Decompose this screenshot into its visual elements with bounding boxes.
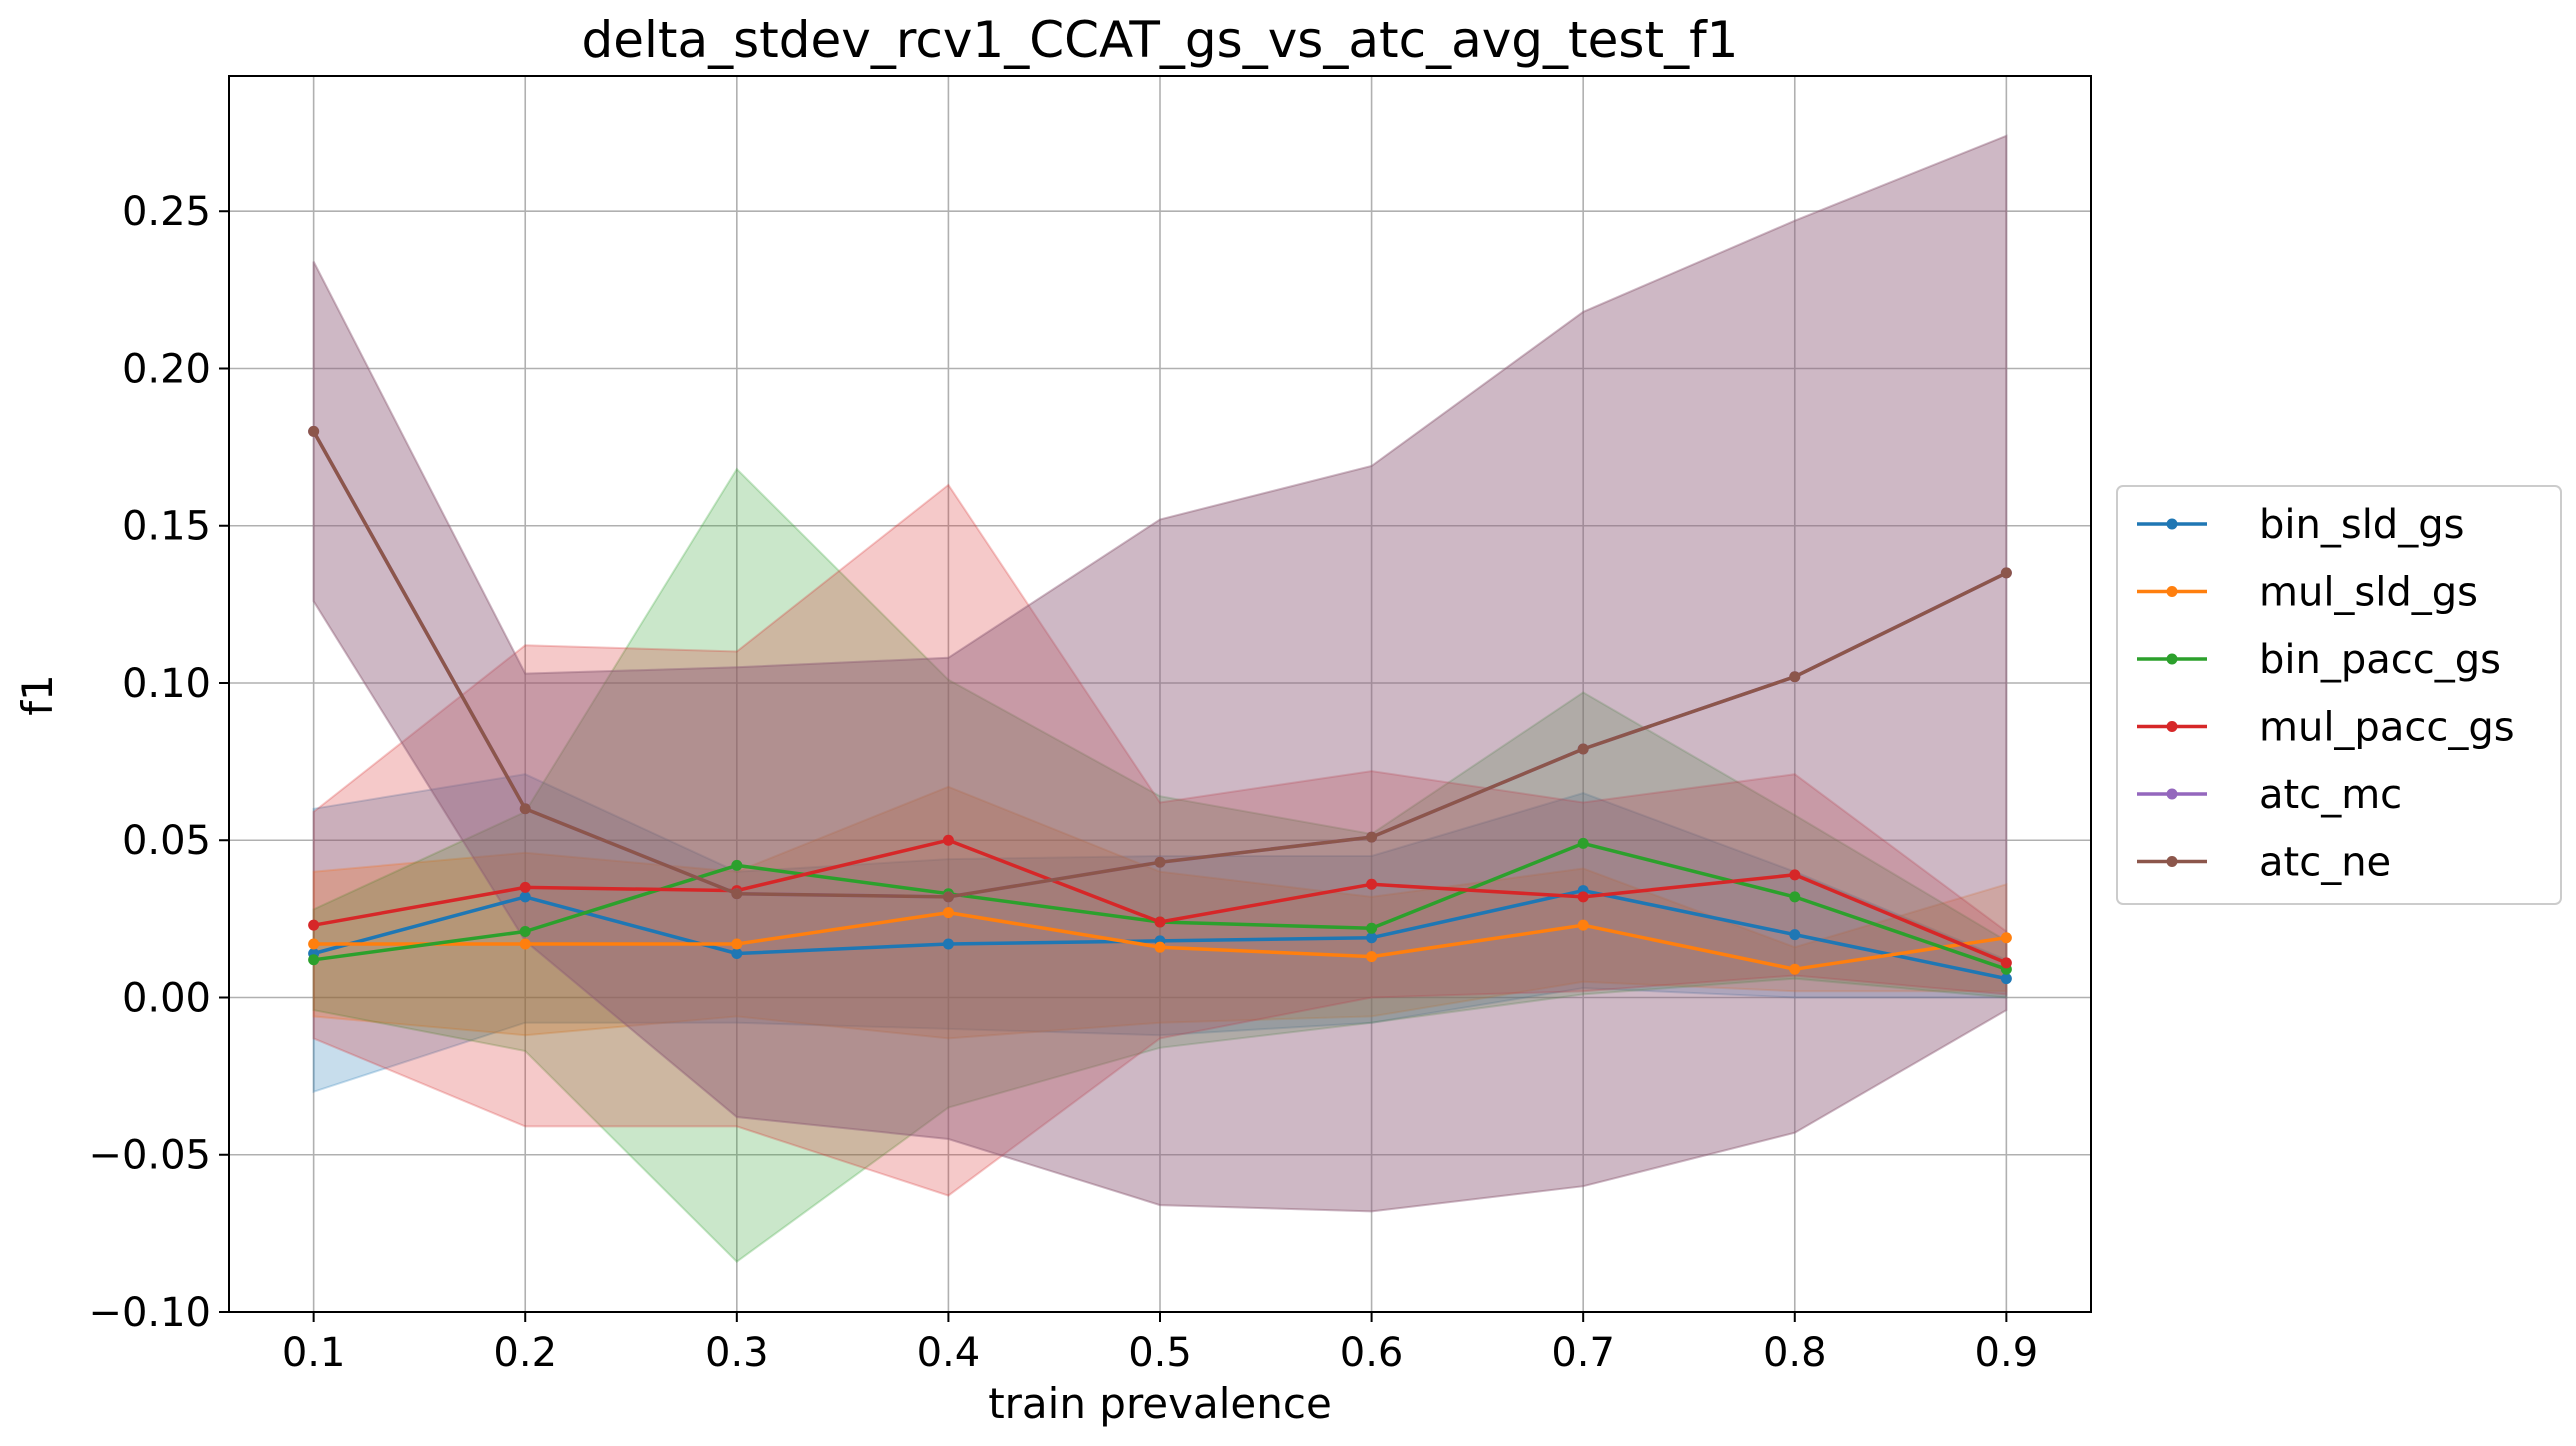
point-bin_pacc_gs bbox=[1789, 891, 1801, 903]
y-tick-label: 0.20 bbox=[122, 346, 211, 392]
y-tick-label: 0.05 bbox=[122, 818, 211, 864]
series-mul_sld_gs bbox=[308, 907, 2012, 975]
point-bin_pacc_gs bbox=[731, 859, 743, 871]
legend-swatch-marker bbox=[2166, 856, 2178, 867]
legend-swatch-marker bbox=[2166, 586, 2178, 597]
series-lines bbox=[308, 425, 2012, 985]
point-mul_sld_gs bbox=[2000, 932, 2012, 944]
point-atc_ne bbox=[1154, 856, 1166, 868]
band-bin_sld_gs bbox=[312, 773, 2008, 1094]
point-mul_sld_gs bbox=[1366, 951, 1378, 963]
legend-swatch-marker bbox=[2166, 518, 2178, 530]
y-tick-label: 0.00 bbox=[122, 975, 211, 1021]
point-bin_sld_gs bbox=[2000, 973, 2012, 985]
x-tick-label: 0.7 bbox=[1551, 1330, 1615, 1376]
point-bin_pacc_gs bbox=[1577, 837, 1589, 849]
point-mul_pacc_gs bbox=[2000, 957, 2012, 969]
y-tick-label: 0.10 bbox=[122, 661, 211, 707]
point-atc_ne bbox=[1577, 743, 1589, 755]
point-atc_ne bbox=[1366, 831, 1378, 843]
legend-label: bin_pacc_gs bbox=[2259, 637, 2501, 683]
y-tick-label: −0.10 bbox=[88, 1290, 211, 1336]
point-atc_ne bbox=[519, 803, 531, 815]
point-mul_sld_gs bbox=[1154, 941, 1166, 953]
point-mul_pacc_gs bbox=[1789, 869, 1801, 881]
point-mul_sld_gs bbox=[1789, 963, 1801, 975]
legend-swatch-marker bbox=[2166, 653, 2178, 665]
x-tick-label: 0.3 bbox=[705, 1330, 769, 1376]
x-tick-label: 0.6 bbox=[1340, 1330, 1404, 1376]
legend-swatch-marker bbox=[2166, 721, 2178, 732]
series-atc_ne bbox=[308, 425, 2012, 903]
legend-item-bin_sld_gs: bin_sld_gs bbox=[2137, 502, 2464, 548]
point-mul_pacc_gs bbox=[308, 919, 320, 931]
point-mul_sld_gs bbox=[731, 938, 743, 950]
point-mul_sld_gs bbox=[308, 938, 320, 950]
y-tick-label: −0.05 bbox=[88, 1133, 211, 1179]
band-mul_sld_gs bbox=[312, 785, 2008, 1040]
x-tick-label: 0.8 bbox=[1763, 1330, 1827, 1376]
x-axis-label: train prevalence bbox=[988, 1379, 1332, 1428]
legend-swatch-marker bbox=[2166, 788, 2178, 800]
point-bin_pacc_gs bbox=[519, 925, 531, 937]
point-bin_sld_gs bbox=[731, 947, 743, 959]
legend-label: atc_ne bbox=[2259, 840, 2391, 886]
x-tick-label: 0.2 bbox=[493, 1330, 557, 1376]
y-tick-label: 0.25 bbox=[122, 189, 211, 235]
x-tick-label: 0.1 bbox=[282, 1330, 346, 1376]
point-atc_ne bbox=[942, 891, 954, 903]
band-mul_pacc_gs bbox=[312, 483, 2008, 1197]
legend-item-mul_pacc_gs: mul_pacc_gs bbox=[2137, 705, 2515, 751]
y-tick-label: 0.15 bbox=[122, 504, 211, 550]
point-mul_pacc_gs bbox=[1154, 916, 1166, 928]
legend-item-mul_sld_gs: mul_sld_gs bbox=[2137, 570, 2478, 616]
legend-item-atc_ne: atc_ne bbox=[2137, 840, 2391, 886]
legend-item-atc_mc: atc_mc bbox=[2137, 772, 2402, 818]
legend-label: mul_pacc_gs bbox=[2259, 705, 2515, 751]
legend-label: atc_mc bbox=[2259, 772, 2402, 818]
point-atc_ne bbox=[308, 425, 320, 437]
point-mul_sld_gs bbox=[519, 938, 531, 950]
point-bin_sld_gs bbox=[519, 891, 531, 903]
point-mul_pacc_gs bbox=[942, 834, 954, 846]
point-atc_ne bbox=[2000, 567, 2012, 579]
point-bin_sld_gs bbox=[1366, 932, 1378, 944]
point-mul_pacc_gs bbox=[1366, 878, 1378, 890]
point-mul_sld_gs bbox=[942, 907, 954, 919]
point-bin_sld_gs bbox=[1789, 929, 1801, 941]
point-mul_sld_gs bbox=[1577, 919, 1589, 931]
legend-label: mul_sld_gs bbox=[2259, 570, 2478, 616]
point-atc_ne bbox=[1789, 671, 1801, 683]
point-bin_pacc_gs bbox=[1366, 922, 1378, 934]
legend-item-bin_pacc_gs: bin_pacc_gs bbox=[2137, 637, 2501, 683]
legend-label: bin_sld_gs bbox=[2259, 502, 2464, 548]
point-mul_pacc_gs bbox=[1577, 891, 1589, 903]
point-atc_ne bbox=[731, 888, 743, 900]
y-axis-ticks: −0.10 −0.05 0.00 0.05 0.10 0.15 0.20 0.25 bbox=[88, 189, 229, 1336]
x-axis-ticks: 0.1 0.2 0.3 0.4 0.5 0.6 0.7 0.8 0.9 bbox=[282, 1312, 2038, 1376]
legend: bin_sld_gs mul_sld_gs bin_pacc_gs mul_pacc_… bbox=[2116, 485, 2562, 905]
point-mul_pacc_gs bbox=[519, 881, 531, 893]
series-mul_pacc_gs bbox=[308, 834, 2012, 969]
legend-box bbox=[2116, 485, 2562, 905]
x-tick-label: 0.9 bbox=[1975, 1330, 2039, 1376]
y-axis-label: f1 bbox=[13, 674, 62, 716]
chart-title: delta_stdev_rcv1_CCAT_gs_vs_atc_avg_test… bbox=[582, 11, 1739, 69]
x-tick-label: 0.4 bbox=[917, 1330, 981, 1376]
point-bin_pacc_gs bbox=[308, 954, 320, 966]
x-tick-label: 0.5 bbox=[1128, 1330, 1192, 1376]
point-bin_sld_gs bbox=[942, 938, 954, 950]
